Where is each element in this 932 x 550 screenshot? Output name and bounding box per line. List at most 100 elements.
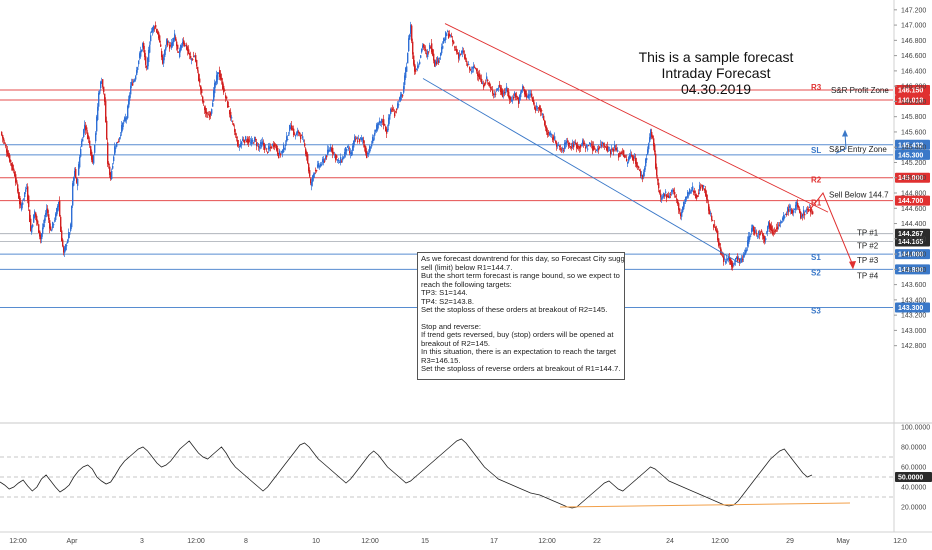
candle-body — [403, 86, 405, 93]
candle-body — [712, 220, 714, 222]
level-price-tag-s1 — [895, 249, 930, 260]
candle-body — [201, 88, 203, 94]
candle-body — [527, 96, 529, 98]
candle-body — [139, 53, 141, 59]
candle-body — [286, 136, 288, 142]
candle-body — [151, 31, 153, 33]
candle-body — [328, 149, 330, 153]
candle-body — [384, 124, 386, 126]
candle-body — [118, 141, 120, 143]
candle-body — [216, 75, 218, 83]
candle-body — [304, 143, 306, 147]
candle-body — [693, 190, 695, 193]
candle-body — [361, 137, 363, 141]
candle-body — [737, 256, 739, 263]
candle-body — [705, 189, 707, 196]
candle-body — [188, 49, 190, 54]
candle-body — [769, 222, 771, 229]
candle-body — [434, 59, 436, 67]
candle-body — [358, 138, 360, 140]
candle-body — [584, 142, 586, 145]
oscillator-panel: 100.0000 80.0000 60.0000 40.0000 20.0000 50.0… — [0, 425, 932, 512]
candle-body — [327, 149, 329, 155]
candle-body — [677, 199, 679, 204]
candle-body — [536, 105, 538, 108]
candle-body — [112, 165, 114, 169]
candle-body — [106, 120, 108, 139]
candle-body — [638, 166, 640, 169]
candle-body — [69, 232, 71, 235]
time-tick-label: 12:00 — [187, 538, 205, 545]
candle-body — [713, 224, 715, 228]
candle-body — [63, 246, 65, 253]
candle-body — [721, 253, 723, 255]
falling-support-line — [422, 78, 741, 264]
candle-body — [797, 203, 799, 208]
candle-body — [246, 140, 248, 143]
candle-body — [130, 85, 132, 95]
candle-body — [615, 147, 617, 150]
candle-body — [555, 140, 557, 143]
candle-body — [393, 110, 395, 112]
annotation-line: TP3: S1=144. — [421, 288, 468, 297]
candle-body — [395, 111, 397, 113]
candle-body — [161, 51, 163, 58]
candle-body — [128, 99, 130, 108]
candle-body — [29, 209, 31, 223]
candle-body — [520, 92, 522, 98]
candle-body — [41, 233, 43, 240]
candle-body — [502, 90, 504, 98]
title-line-3: 04.30.2019 — [681, 81, 751, 97]
level-label-r3: R3 — [811, 83, 822, 92]
candle-body — [164, 49, 166, 57]
candle-body — [90, 146, 92, 155]
candle-body — [690, 191, 692, 193]
candle-body — [228, 106, 230, 108]
candle-body — [455, 49, 457, 51]
candle-body — [452, 39, 454, 43]
candle-body — [629, 154, 631, 159]
candle-body — [234, 128, 236, 132]
candle-body — [654, 144, 656, 152]
candle-body — [526, 93, 528, 98]
candle-body — [631, 155, 633, 157]
candle-body — [377, 123, 379, 130]
candle-body — [221, 77, 223, 81]
candle-body — [734, 263, 736, 265]
candle-body — [16, 180, 18, 183]
candle-body — [249, 140, 251, 142]
candle-body — [312, 175, 314, 182]
price-tick-label: 143.200 — [901, 313, 926, 320]
candle-body — [634, 156, 636, 158]
candle-body — [752, 224, 754, 231]
candle-body — [602, 141, 604, 145]
candle-body — [301, 134, 303, 136]
candle-body — [225, 95, 227, 99]
candle-body — [660, 193, 662, 198]
candle-body — [159, 35, 161, 43]
candle-body — [451, 35, 453, 37]
price-tick-label: 146.200 — [901, 84, 926, 91]
candle-body — [474, 66, 476, 68]
candle-body — [204, 106, 206, 111]
level-price-tag-text-r3: 146.150 — [898, 87, 923, 94]
candle-body — [581, 145, 583, 147]
candle-body — [308, 163, 310, 172]
price-tick-label: 144.000 — [901, 252, 926, 259]
time-tick-label: 15 — [421, 538, 429, 545]
candle-body — [505, 92, 507, 94]
candle-body — [436, 61, 438, 65]
candle-body — [499, 84, 501, 87]
candle-body — [491, 89, 493, 91]
candle-body — [295, 134, 297, 137]
candle-body — [153, 25, 155, 31]
candle-body — [511, 99, 513, 102]
candle-body — [199, 78, 201, 83]
candle-body — [190, 55, 192, 59]
candle-body — [553, 136, 555, 140]
candle-body — [805, 211, 807, 213]
candle-body — [60, 216, 62, 232]
candle-body — [47, 208, 49, 213]
candle-body — [19, 196, 21, 205]
candle-body — [13, 168, 15, 171]
